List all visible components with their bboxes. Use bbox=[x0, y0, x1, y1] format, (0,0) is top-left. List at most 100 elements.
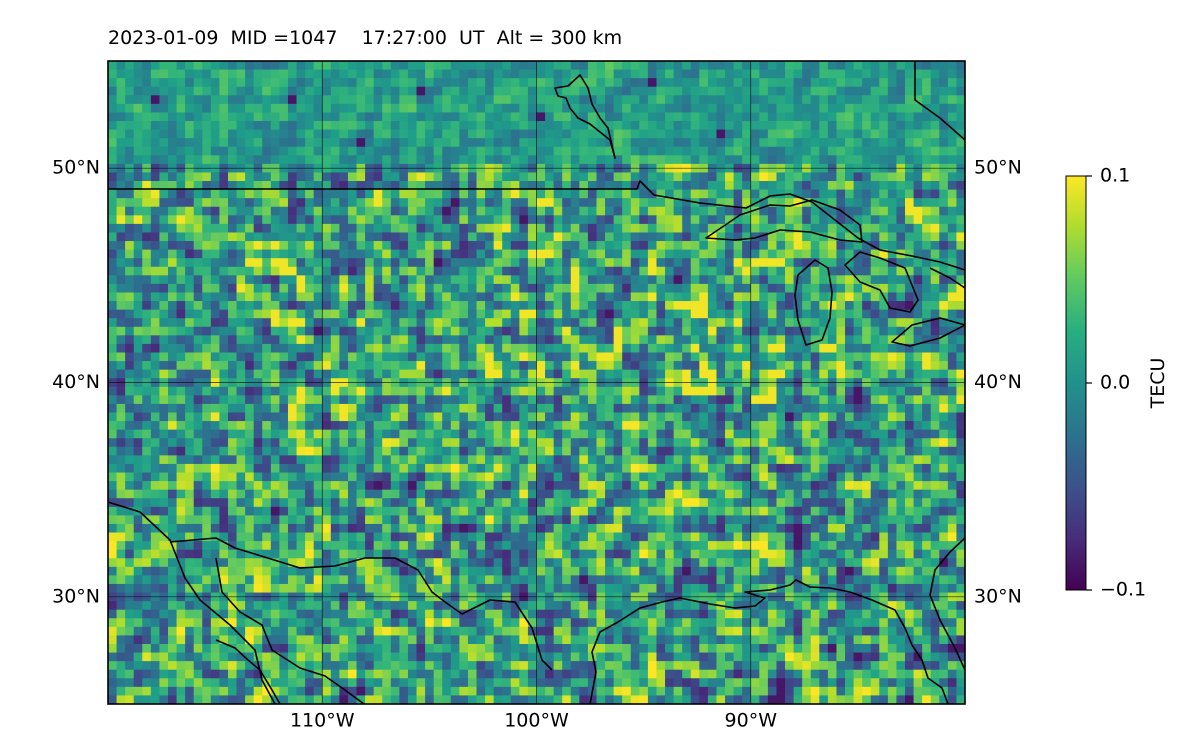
heatmap-cell bbox=[956, 61, 965, 71]
heatmap-cell bbox=[305, 326, 315, 336]
heatmap-cell bbox=[819, 421, 829, 431]
heatmap-cell bbox=[845, 481, 855, 491]
heatmap-cell bbox=[905, 189, 915, 199]
heatmap-cell bbox=[416, 352, 426, 362]
heatmap-cell bbox=[647, 481, 658, 491]
heatmap-cell bbox=[330, 301, 340, 311]
heatmap-cell bbox=[219, 455, 229, 465]
heatmap-cell bbox=[930, 69, 940, 79]
heatmap-cell bbox=[587, 69, 598, 79]
heatmap-cell bbox=[562, 361, 572, 371]
heatmap-cell bbox=[176, 446, 186, 456]
heatmap-cell bbox=[716, 352, 726, 362]
heatmap-cell bbox=[245, 412, 255, 422]
heatmap-cell bbox=[467, 403, 478, 414]
heatmap-cell bbox=[613, 146, 623, 156]
heatmap-cell bbox=[750, 249, 760, 259]
heatmap-cell bbox=[656, 146, 666, 156]
heatmap-cell bbox=[939, 232, 949, 242]
heatmap-cell bbox=[879, 412, 889, 422]
heatmap-cell bbox=[330, 258, 340, 268]
heatmap-cell bbox=[399, 292, 409, 302]
heatmap-cell bbox=[467, 206, 478, 216]
heatmap-cell bbox=[279, 129, 289, 139]
heatmap-cell bbox=[202, 481, 212, 491]
heatmap-cell bbox=[776, 386, 786, 396]
heatmap-cell bbox=[673, 463, 683, 474]
heatmap-cell bbox=[690, 352, 700, 362]
heatmap-cell bbox=[707, 86, 718, 96]
heatmap-cell bbox=[210, 181, 221, 191]
heatmap-cell bbox=[433, 386, 443, 396]
heatmap-cell bbox=[322, 155, 332, 165]
heatmap-cell bbox=[947, 335, 958, 345]
heatmap-cell bbox=[116, 386, 126, 396]
heatmap-cell bbox=[570, 266, 580, 276]
heatmap-cell bbox=[236, 155, 246, 165]
heatmap-cell bbox=[716, 429, 726, 439]
heatmap-cell bbox=[519, 215, 529, 225]
heatmap-cell bbox=[510, 78, 520, 88]
heatmap-cell bbox=[185, 275, 195, 285]
heatmap-cell bbox=[879, 146, 889, 156]
heatmap-cell bbox=[116, 103, 126, 114]
heatmap-cell bbox=[630, 103, 640, 114]
heatmap-cell bbox=[887, 455, 898, 465]
heatmap-cell bbox=[622, 429, 632, 439]
heatmap-cell bbox=[467, 275, 478, 285]
heatmap-cell bbox=[202, 266, 212, 276]
heatmap-cell bbox=[133, 69, 143, 79]
heatmap-cell bbox=[956, 395, 965, 405]
heatmap-cell bbox=[630, 232, 640, 242]
heatmap-cell bbox=[416, 181, 426, 191]
heatmap-cell bbox=[407, 309, 418, 319]
heatmap-cell bbox=[716, 403, 726, 414]
heatmap-cell bbox=[596, 352, 606, 362]
heatmap-cell bbox=[887, 181, 898, 191]
heatmap-cell bbox=[159, 69, 169, 79]
heatmap-cell bbox=[879, 138, 889, 148]
heatmap-cell bbox=[682, 446, 692, 456]
heatmap-cell bbox=[450, 78, 460, 88]
heatmap-cell bbox=[373, 181, 383, 191]
heatmap-cell bbox=[313, 412, 323, 422]
heatmap-cell bbox=[399, 429, 409, 439]
heatmap-cell bbox=[930, 223, 940, 234]
heatmap-cell bbox=[845, 206, 855, 216]
heatmap-cell bbox=[150, 172, 161, 182]
heatmap-cell bbox=[673, 103, 683, 114]
heatmap-cell bbox=[236, 412, 246, 422]
heatmap-cell bbox=[793, 463, 803, 474]
heatmap-cell bbox=[116, 266, 126, 276]
heatmap-cell bbox=[108, 421, 118, 431]
heatmap-cell bbox=[296, 241, 306, 251]
heatmap-cell bbox=[605, 103, 615, 114]
heatmap-cell bbox=[639, 241, 649, 251]
heatmap-cell bbox=[185, 386, 195, 396]
heatmap-cell bbox=[219, 412, 229, 422]
heatmap-cell bbox=[682, 301, 692, 311]
heatmap-cell bbox=[570, 103, 580, 114]
heatmap-cell bbox=[262, 309, 272, 319]
heatmap-cell bbox=[853, 283, 863, 294]
heatmap-cell bbox=[339, 172, 349, 182]
heatmap-cell bbox=[647, 472, 658, 482]
heatmap-cell bbox=[365, 112, 375, 122]
heatmap-cell bbox=[922, 112, 932, 122]
heatmap-cell bbox=[390, 86, 400, 96]
heatmap-cell bbox=[176, 78, 186, 88]
heatmap-cell bbox=[330, 326, 340, 336]
heatmap-cell bbox=[476, 463, 486, 474]
heatmap-cell bbox=[647, 249, 658, 259]
heatmap-cell bbox=[622, 95, 632, 105]
heatmap-cell bbox=[879, 129, 889, 139]
heatmap-cell bbox=[853, 343, 863, 354]
heatmap-cell bbox=[339, 369, 349, 379]
heatmap-cell bbox=[827, 438, 838, 448]
heatmap-cell bbox=[193, 172, 203, 182]
heatmap-cell bbox=[922, 481, 932, 491]
heatmap-cell bbox=[510, 326, 520, 336]
heatmap-cell bbox=[467, 283, 478, 294]
heatmap-cell bbox=[956, 232, 965, 242]
heatmap-cell bbox=[262, 121, 272, 131]
